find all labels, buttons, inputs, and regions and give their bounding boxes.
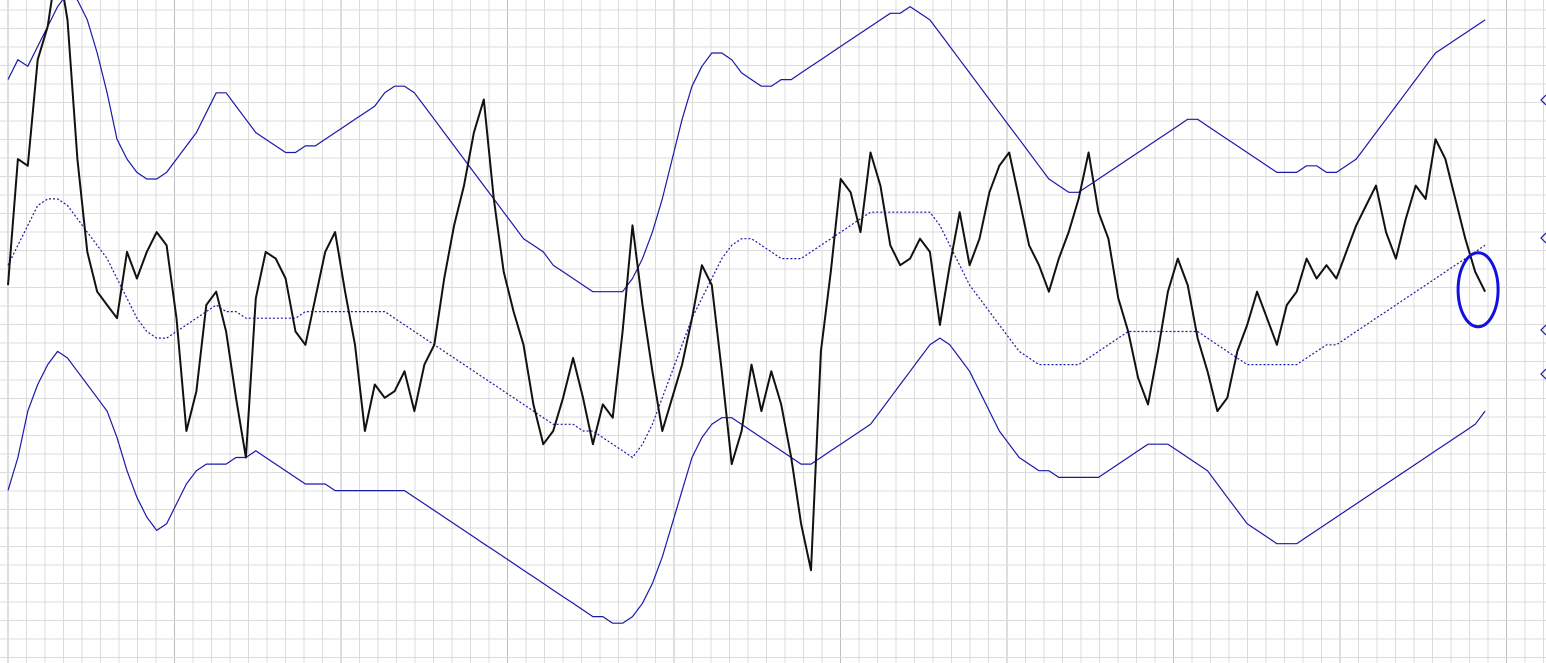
marker-layer xyxy=(1456,94,1546,380)
last-point-highlight-ellipse xyxy=(1456,251,1500,329)
edge-arrow-icon xyxy=(1540,94,1546,106)
edge-arrow-icon xyxy=(1540,324,1546,336)
upper-band-line xyxy=(7,0,1486,293)
edge-arrow-icon xyxy=(1540,232,1546,244)
lower-band-line xyxy=(7,337,1486,624)
series-layer xyxy=(7,0,1486,624)
edge-arrow-icon xyxy=(1540,368,1546,380)
price-line xyxy=(7,0,1486,572)
